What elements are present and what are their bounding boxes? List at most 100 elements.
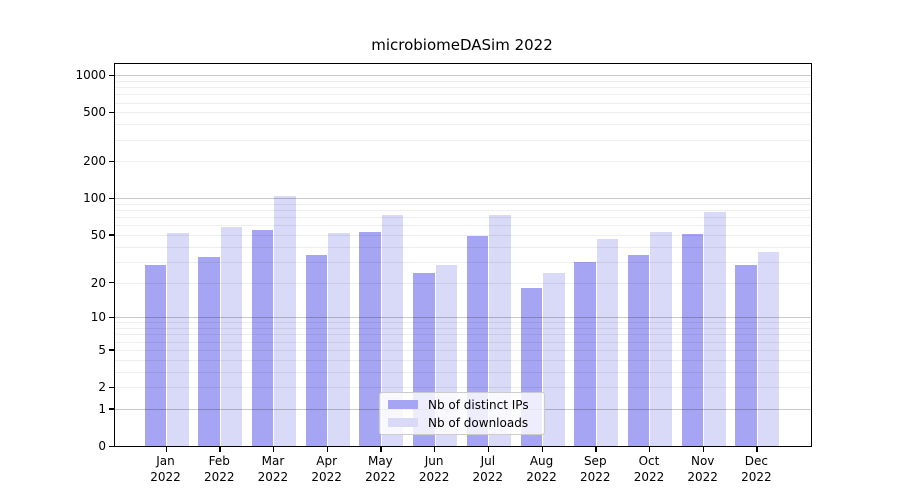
x-tick-mark (165, 447, 167, 452)
y-tick-mark (109, 316, 114, 319)
y-tick-mark (109, 160, 114, 163)
x-tick-year: 2022 (257, 470, 289, 484)
x-tick-label-oct: Oct 2022 (619, 453, 679, 485)
x-tick-month: Nov (690, 454, 715, 468)
x-tick-month: May (367, 454, 393, 468)
x-tick-year: 2022 (311, 470, 342, 484)
x-tick-label-mar: Mar 2022 (243, 453, 303, 485)
x-tick-month: Aug (529, 454, 554, 468)
x-tick-mark (219, 447, 221, 452)
y-tick-mark (109, 282, 114, 284)
x-tick-mark (541, 447, 543, 452)
x-tick-year: 2022 (687, 470, 718, 484)
x-tick-label-dec: Dec 2022 (726, 453, 786, 485)
minor-gridline (115, 112, 811, 114)
x-tick-year: 2022 (472, 470, 504, 484)
x-tick-month: Jul (480, 454, 496, 468)
legend-label-distinct-ips: Nb of distinct IPs (428, 397, 529, 412)
x-tick-year: 2022 (741, 470, 772, 484)
x-tick-year: 2022 (633, 470, 665, 484)
x-tick-year: 2022 (526, 470, 557, 484)
x-tick-month: Feb (208, 454, 230, 468)
bar-distinct-ips-oct (627, 255, 650, 446)
bar-distinct-ips-jan (144, 265, 166, 446)
x-tick-label-nov: Nov 2022 (673, 453, 733, 485)
x-tick-year: 2022 (203, 470, 235, 484)
x-tick-mark (487, 447, 490, 452)
plot-area (114, 63, 812, 447)
x-tick-label-jan: Jan 2022 (136, 453, 196, 485)
bar-distinct-ips-feb (198, 256, 220, 446)
x-tick-year: 2022 (150, 470, 181, 484)
legend-swatch-distinct-ips-icon (388, 400, 418, 409)
bar-downloads-nov (704, 212, 726, 446)
y-tick-mark (109, 234, 114, 236)
minor-gridline (115, 124, 811, 126)
minor-gridline (115, 139, 811, 141)
x-tick-label-jul: Jul 2022 (458, 453, 518, 485)
y-tick-label: 5 (98, 342, 106, 357)
y-tick-label: 10 (90, 310, 106, 325)
x-tick-month: Mar (261, 454, 285, 468)
bar-downloads-sep (596, 239, 619, 446)
legend-item-downloads: Nb of downloads (388, 416, 536, 430)
x-tick-month: Jan (156, 454, 175, 468)
bar-downloads-apr (328, 232, 350, 446)
bar-distinct-ips-apr (305, 255, 328, 446)
legend-item-distinct-ips: Nb of distinct IPs (388, 398, 536, 412)
bar-downloads-dec (757, 252, 780, 446)
legend: Nb of distinct IPs Nb of downloads (379, 392, 545, 435)
minor-gridline (115, 203, 811, 205)
legend-swatch-downloads-icon (388, 418, 418, 427)
legend-label-downloads: Nb of downloads (428, 415, 529, 430)
x-tick-month: Jun (424, 454, 444, 468)
y-tick-label: 0 (98, 439, 106, 453)
x-tick-mark (380, 447, 382, 452)
y-tick-mark (109, 408, 114, 410)
y-tick-mark (109, 197, 114, 200)
y-tick-mark (109, 445, 114, 447)
x-tick-month: Dec (744, 454, 769, 468)
y-tick-mark (109, 74, 114, 77)
bar-downloads-jan (167, 232, 189, 446)
minor-gridline (115, 80, 811, 82)
y-tick-mark (109, 386, 114, 388)
y-tick-label: 500 (83, 105, 106, 120)
x-tick-mark (272, 447, 275, 452)
bar-downloads-may (381, 214, 404, 446)
bar-downloads-oct (650, 231, 672, 446)
x-tick-mark (434, 447, 436, 452)
x-tick-label-jun: Jun 2022 (404, 453, 464, 485)
x-tick-mark (702, 447, 705, 452)
bar-downloads-mar (274, 195, 296, 446)
x-tick-month: Oct (638, 454, 660, 468)
y-tick-label: 100 (83, 191, 106, 206)
x-tick-month: Apr (316, 454, 338, 468)
minor-gridline (115, 210, 811, 212)
x-tick-label-aug: Aug 2022 (512, 453, 572, 485)
y-tick-label: 1 (98, 401, 106, 416)
x-tick-mark (756, 447, 758, 452)
bar-distinct-ips-dec (735, 265, 757, 446)
bar-downloads-aug (543, 273, 565, 446)
minor-gridline (115, 161, 811, 163)
x-tick-year: 2022 (365, 470, 396, 484)
chart-title: microbiomeDASim 2022 (371, 36, 553, 54)
y-tick-label: 50 (90, 227, 106, 242)
bar-downloads-feb (220, 227, 243, 446)
minor-gridline (115, 87, 811, 89)
y-tick-mark (109, 111, 114, 114)
minor-gridline (115, 94, 811, 96)
x-tick-mark (648, 447, 651, 452)
x-tick-label-feb: Feb 2022 (189, 453, 249, 485)
bar-distinct-ips-nov (681, 233, 704, 446)
major-gridline (115, 198, 811, 200)
x-tick-year: 2022 (418, 470, 450, 484)
minor-gridline (115, 102, 811, 104)
bar-distinct-ips-may (359, 231, 381, 446)
x-tick-mark (326, 447, 329, 452)
x-tick-mark (595, 447, 597, 452)
bar-downloads-jul (489, 214, 511, 446)
y-tick-label: 2 (98, 380, 106, 395)
x-tick-label-may: May 2022 (350, 453, 410, 485)
